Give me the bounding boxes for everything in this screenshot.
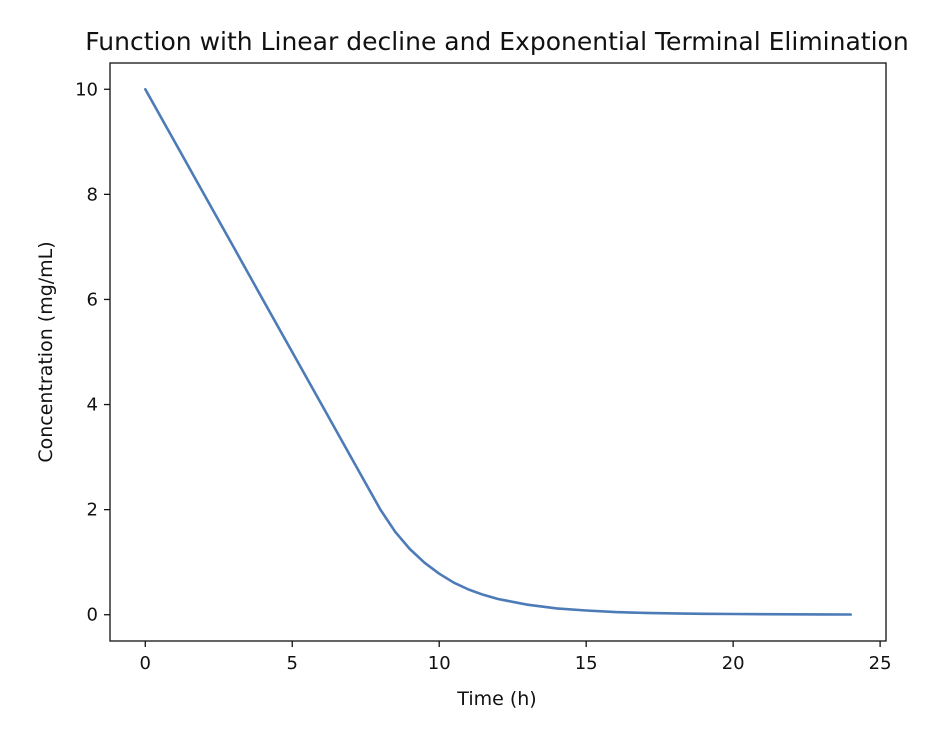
y-axis-label: Concentration (mg/mL) — [35, 241, 57, 462]
series-layer — [144, 88, 853, 616]
x-tick-label: 0 — [140, 653, 151, 674]
x-tick-label: 5 — [287, 653, 298, 674]
series-line-0 — [144, 88, 853, 616]
x-tick-label: 20 — [722, 653, 745, 674]
y-tick-label: 10 — [75, 79, 98, 100]
x-tick-label: 25 — [869, 653, 892, 674]
x-tick-label: 15 — [575, 653, 598, 674]
y-tick-label: 2 — [87, 500, 98, 521]
chart-title: Function with Linear decline and Exponen… — [85, 27, 908, 56]
x-axis-label: Time (h) — [456, 688, 536, 710]
y-tick-label: 8 — [87, 184, 98, 205]
y-tick-label: 4 — [87, 395, 98, 416]
x-tick-label: 10 — [428, 653, 451, 674]
y-axis: 0 2 4 6 8 10 — [75, 79, 110, 626]
plot-frame — [109, 62, 887, 642]
y-tick-label: 0 — [87, 605, 98, 626]
y-tick-label: 6 — [87, 289, 98, 310]
x-axis: 0 5 10 15 20 25 — [140, 641, 892, 674]
